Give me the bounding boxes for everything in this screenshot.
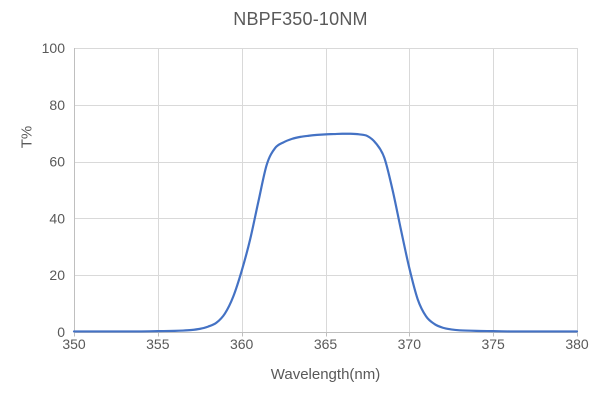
x-tick-label: 355 [146, 336, 170, 352]
x-tick-label: 380 [565, 336, 589, 352]
y-tick-label: 40 [49, 210, 65, 226]
y-tick-label: 60 [49, 154, 65, 170]
chart-title: NBPF350-10NM [233, 9, 368, 29]
x-tick-label: 350 [62, 336, 86, 352]
y-tick-label: 0 [57, 324, 65, 340]
x-axis-title: Wavelength(nm) [270, 366, 381, 383]
y-tick-label: 80 [49, 97, 65, 113]
x-tick-label: 375 [481, 336, 505, 352]
y-tick-label: 20 [49, 267, 65, 283]
x-tick-label: 360 [230, 336, 254, 352]
x-tick-label: 365 [314, 336, 338, 352]
x-tick-label: 370 [398, 336, 422, 352]
series-line [72, 132, 579, 333]
y-tick-label: 100 [42, 40, 66, 56]
